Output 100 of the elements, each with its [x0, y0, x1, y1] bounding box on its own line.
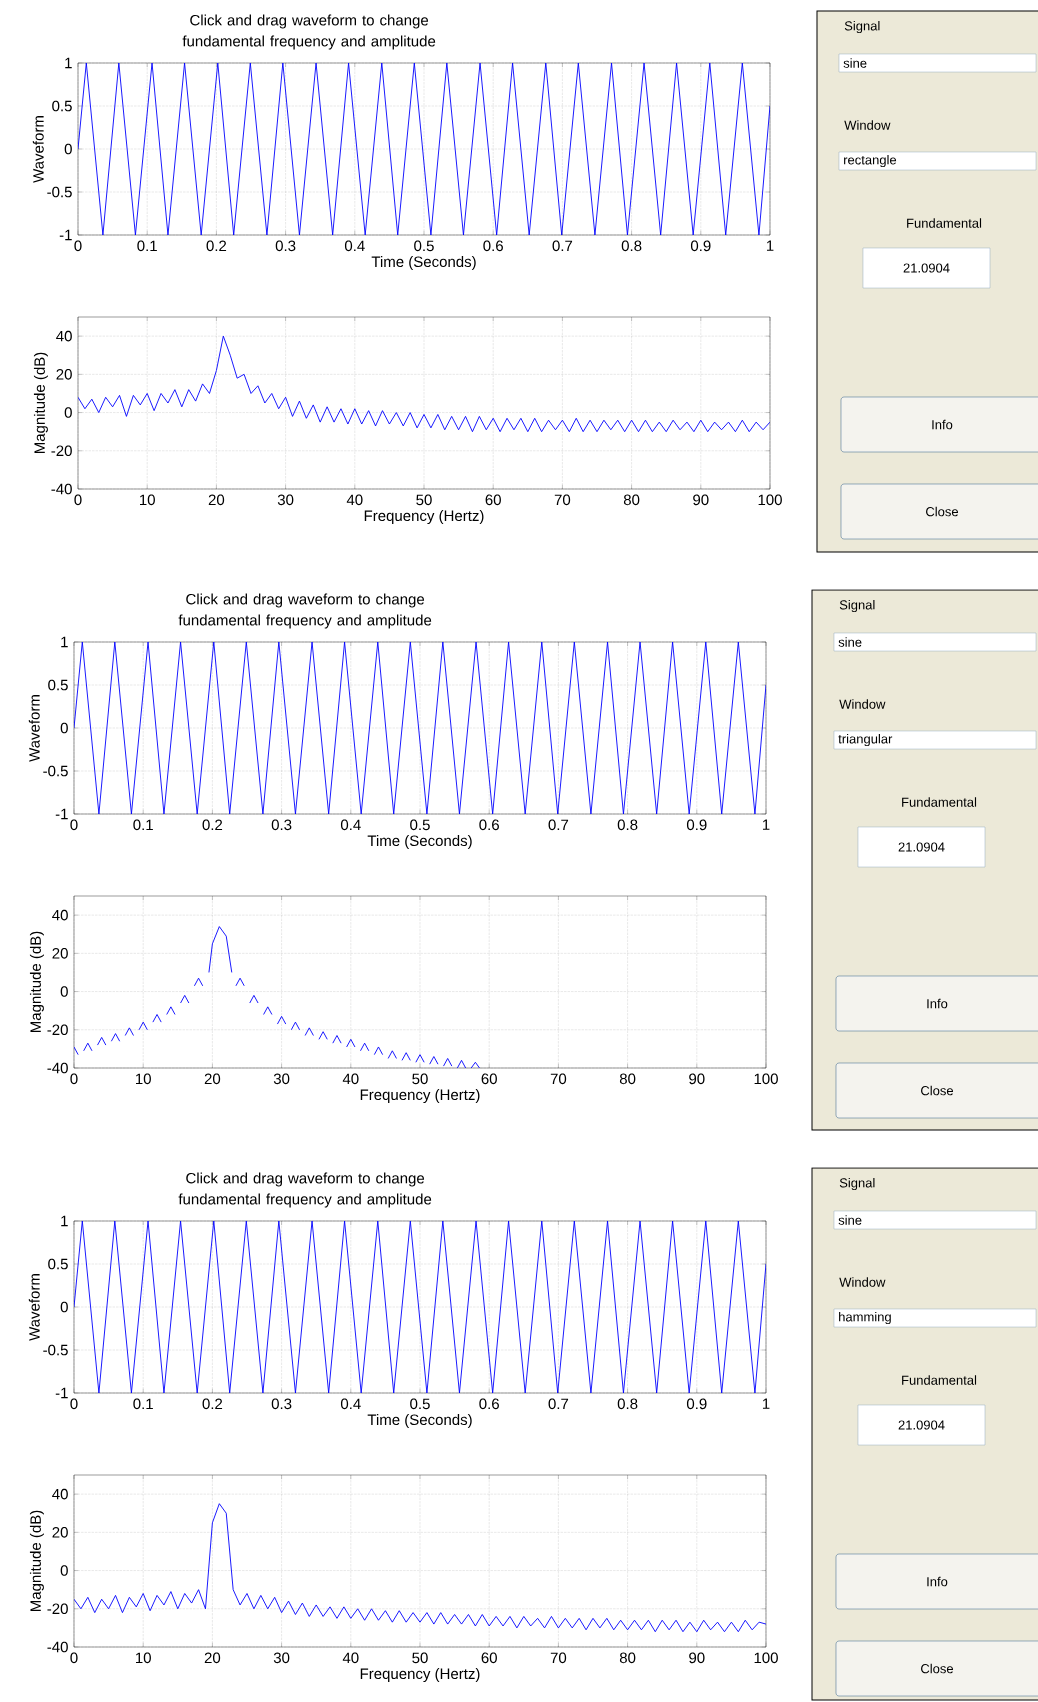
x-tick-label: 40: [342, 1073, 359, 1085]
text: 21.0904: [898, 1420, 945, 1430]
y-tick-label: -0.5: [43, 765, 68, 777]
x-axis-title: Time (Seconds): [367, 1414, 472, 1428]
line-series: [74, 642, 766, 815]
y-tick-label: 20: [52, 1527, 68, 1538]
chart-title: Click and drag waveform to change fundamental frequency and amplitude: [178, 1172, 432, 1208]
text: Window: [844, 120, 891, 130]
x-tick-label: 0.8: [617, 1398, 638, 1410]
x-axis-title: Frequency (Hertz): [364, 510, 484, 524]
y-tick-label: -1: [55, 808, 68, 820]
y-tick-label: 0: [60, 1301, 68, 1313]
y-tick-label: 40: [52, 1488, 68, 1500]
x-tick-label: 0.1: [133, 1398, 153, 1410]
text: Info: [927, 1576, 948, 1587]
x-tick-label: 0.4: [340, 819, 361, 831]
x-tick-label: 20: [204, 1073, 221, 1085]
x-tick-label: 90: [689, 1073, 705, 1085]
x-tick-label: 0.3: [275, 240, 296, 252]
text: Signal: [839, 599, 875, 613]
y-axis-title: Magnitude (dB): [29, 931, 44, 1033]
y-axis-title: Waveform: [32, 116, 44, 183]
x-tick-label: 0.7: [548, 1398, 569, 1410]
x-axis-title: Time (Seconds): [367, 835, 472, 849]
x-tick-label: 100: [758, 494, 782, 506]
x-tick-label: 100: [754, 1073, 778, 1085]
x-tick-label: 80: [623, 494, 640, 506]
text: sine: [843, 58, 867, 68]
y-tick-label: 0: [60, 722, 68, 734]
y-tick-label: 1: [61, 1215, 68, 1227]
y-tick-label: 20: [56, 369, 72, 380]
text: 21.0904: [898, 842, 945, 852]
y-tick-label: -20: [47, 1024, 68, 1036]
x-tick-label: 0.1: [133, 819, 153, 831]
x-tick-label: 100: [754, 1652, 778, 1664]
x-tick-label: 70: [554, 494, 571, 506]
y-tick-label: -0.5: [43, 1344, 68, 1356]
x-axis-title: Time (Seconds): [371, 256, 476, 270]
y-axis-title: Waveform: [28, 695, 40, 762]
x-tick-label: 30: [273, 1073, 290, 1085]
text: Window: [839, 699, 886, 709]
x-tick-label: 0.5: [410, 819, 430, 831]
x-tick-label: 0: [74, 494, 82, 506]
x-tick-label: 20: [204, 1652, 221, 1664]
x-tick-label: 0.9: [686, 1398, 707, 1410]
y-axis-title: Waveform: [28, 1274, 40, 1341]
text: Fundamental: [907, 218, 982, 228]
chart-title: Click and drag waveform to change fundamental frequency and amplitude: [178, 593, 432, 629]
x-tick-label: 60: [481, 1652, 497, 1664]
y-tick-label: 40: [52, 909, 68, 921]
x-tick-label: 0.7: [548, 819, 569, 831]
x-tick-label: 70: [550, 1652, 567, 1664]
x-tick-label: 30: [273, 1652, 290, 1664]
chart-title: Click and drag waveform to change fundamental frequency and amplitude: [182, 14, 436, 50]
text: Close: [921, 1085, 954, 1096]
y-tick-label: -40: [51, 483, 72, 495]
x-tick-label: 50: [412, 1073, 428, 1085]
y-axis-title: Magnitude (dB): [33, 352, 48, 454]
x-tick-label: 0.2: [202, 1398, 223, 1410]
text: Signal: [839, 1177, 875, 1191]
x-axis-title: Frequency (Hertz): [360, 1668, 480, 1682]
x-tick-label: 50: [412, 1652, 428, 1664]
x-tick-label: 0.2: [206, 240, 227, 252]
x-tick-label: 90: [693, 494, 709, 506]
x-tick-label: 0.6: [479, 1398, 499, 1410]
x-tick-label: 0: [74, 240, 82, 252]
x-tick-label: 0.1: [137, 240, 157, 252]
y-tick-label: -20: [47, 1603, 68, 1615]
x-tick-label: 0.5: [414, 240, 434, 252]
x-tick-label: 90: [689, 1652, 705, 1664]
text: Fundamental: [902, 1375, 977, 1385]
line-series: [78, 63, 770, 236]
x-tick-label: 0.3: [271, 819, 292, 831]
text: Info: [927, 998, 948, 1009]
x-tick-label: 0.7: [552, 240, 573, 252]
x-tick-label: 50: [416, 494, 432, 506]
x-tick-label: 70: [550, 1073, 567, 1085]
x-tick-label: 0.9: [690, 240, 711, 252]
line-series: [74, 1221, 766, 1394]
y-axis-title: Magnitude (dB): [29, 1510, 44, 1612]
x-tick-label: 0.2: [202, 819, 223, 831]
x-tick-label: 0.8: [617, 819, 638, 831]
x-tick-label: 0.5: [410, 1398, 430, 1410]
x-tick-label: 60: [485, 494, 501, 506]
x-tick-label: 0.4: [340, 1398, 361, 1410]
x-tick-label: 0.6: [479, 819, 499, 831]
x-tick-label: 30: [277, 494, 294, 506]
text: Fundamental: [902, 797, 977, 807]
y-tick-label: 40: [56, 330, 72, 342]
y-tick-label: -40: [47, 1062, 68, 1074]
line-series: [78, 335, 770, 433]
y-tick-label: -20: [51, 445, 72, 457]
x-tick-label: 0.3: [271, 1398, 292, 1410]
x-tick-label: 0.4: [344, 240, 365, 252]
x-tick-label: 0.8: [621, 240, 642, 252]
x-tick-label: 1: [766, 240, 774, 251]
x-axis-title: Frequency (Hertz): [360, 1089, 480, 1103]
text: Info: [932, 419, 953, 430]
x-tick-label: 0.9: [686, 819, 707, 831]
y-tick-label: 0: [60, 1565, 68, 1576]
